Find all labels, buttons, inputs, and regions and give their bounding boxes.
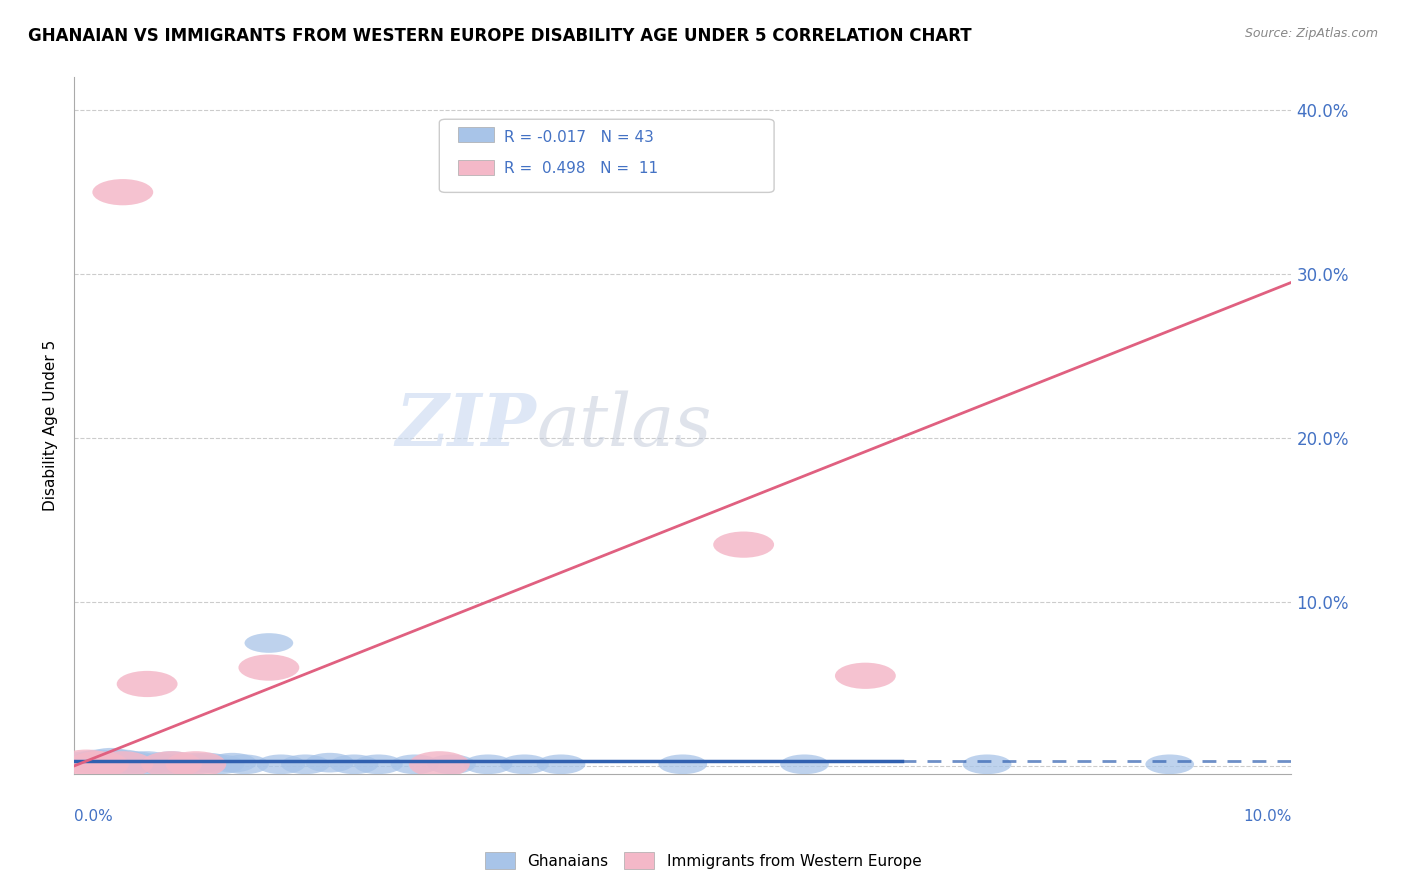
Ellipse shape bbox=[658, 755, 707, 774]
Ellipse shape bbox=[1146, 755, 1194, 774]
Ellipse shape bbox=[281, 755, 330, 774]
Ellipse shape bbox=[111, 755, 159, 774]
Ellipse shape bbox=[62, 751, 111, 771]
Ellipse shape bbox=[391, 755, 439, 774]
Ellipse shape bbox=[75, 749, 122, 769]
Ellipse shape bbox=[780, 755, 830, 774]
Ellipse shape bbox=[427, 755, 475, 774]
Ellipse shape bbox=[172, 753, 221, 772]
Ellipse shape bbox=[93, 179, 153, 205]
Ellipse shape bbox=[122, 755, 172, 774]
Ellipse shape bbox=[111, 751, 159, 771]
Ellipse shape bbox=[354, 755, 402, 774]
Ellipse shape bbox=[141, 751, 202, 778]
Ellipse shape bbox=[184, 753, 232, 772]
Text: Source: ZipAtlas.com: Source: ZipAtlas.com bbox=[1244, 27, 1378, 40]
Text: ZIP: ZIP bbox=[396, 391, 537, 461]
Ellipse shape bbox=[257, 755, 305, 774]
Text: R =  0.498   N =  11: R = 0.498 N = 11 bbox=[503, 161, 658, 176]
Ellipse shape bbox=[111, 753, 159, 772]
Ellipse shape bbox=[75, 755, 122, 774]
FancyBboxPatch shape bbox=[439, 120, 775, 193]
Ellipse shape bbox=[195, 755, 245, 774]
Ellipse shape bbox=[159, 755, 208, 774]
Text: atlas: atlas bbox=[537, 391, 713, 461]
Ellipse shape bbox=[166, 751, 226, 778]
Ellipse shape bbox=[135, 753, 184, 772]
Y-axis label: Disability Age Under 5: Disability Age Under 5 bbox=[44, 340, 58, 511]
Ellipse shape bbox=[963, 755, 1011, 774]
Ellipse shape bbox=[239, 655, 299, 681]
Ellipse shape bbox=[86, 753, 135, 772]
Ellipse shape bbox=[98, 755, 148, 774]
Ellipse shape bbox=[713, 532, 775, 558]
Ellipse shape bbox=[172, 755, 221, 774]
Ellipse shape bbox=[148, 751, 195, 771]
Text: GHANAIAN VS IMMIGRANTS FROM WESTERN EUROPE DISABILITY AGE UNDER 5 CORRELATION CH: GHANAIAN VS IMMIGRANTS FROM WESTERN EURO… bbox=[28, 27, 972, 45]
Ellipse shape bbox=[464, 755, 512, 774]
Ellipse shape bbox=[135, 755, 184, 774]
Ellipse shape bbox=[148, 755, 195, 774]
Ellipse shape bbox=[537, 755, 585, 774]
Ellipse shape bbox=[86, 751, 135, 771]
Ellipse shape bbox=[67, 751, 129, 778]
Ellipse shape bbox=[93, 751, 153, 778]
FancyBboxPatch shape bbox=[457, 127, 494, 142]
Text: 10.0%: 10.0% bbox=[1243, 809, 1292, 824]
Text: 0.0%: 0.0% bbox=[75, 809, 112, 824]
Text: R = -0.017   N = 43: R = -0.017 N = 43 bbox=[503, 129, 654, 145]
Ellipse shape bbox=[409, 751, 470, 778]
Ellipse shape bbox=[835, 663, 896, 689]
Ellipse shape bbox=[330, 755, 378, 774]
FancyBboxPatch shape bbox=[457, 160, 494, 175]
Ellipse shape bbox=[208, 753, 257, 772]
Ellipse shape bbox=[86, 747, 135, 768]
Ellipse shape bbox=[501, 755, 548, 774]
Ellipse shape bbox=[98, 749, 148, 769]
Ellipse shape bbox=[245, 633, 294, 653]
Ellipse shape bbox=[117, 671, 177, 697]
Ellipse shape bbox=[221, 755, 269, 774]
Ellipse shape bbox=[98, 753, 148, 772]
Legend: Ghanaians, Immigrants from Western Europe: Ghanaians, Immigrants from Western Europ… bbox=[478, 846, 928, 875]
Ellipse shape bbox=[62, 753, 111, 772]
Ellipse shape bbox=[305, 753, 354, 772]
Ellipse shape bbox=[122, 751, 172, 771]
Ellipse shape bbox=[56, 749, 117, 776]
Ellipse shape bbox=[75, 753, 122, 772]
Ellipse shape bbox=[86, 755, 135, 774]
